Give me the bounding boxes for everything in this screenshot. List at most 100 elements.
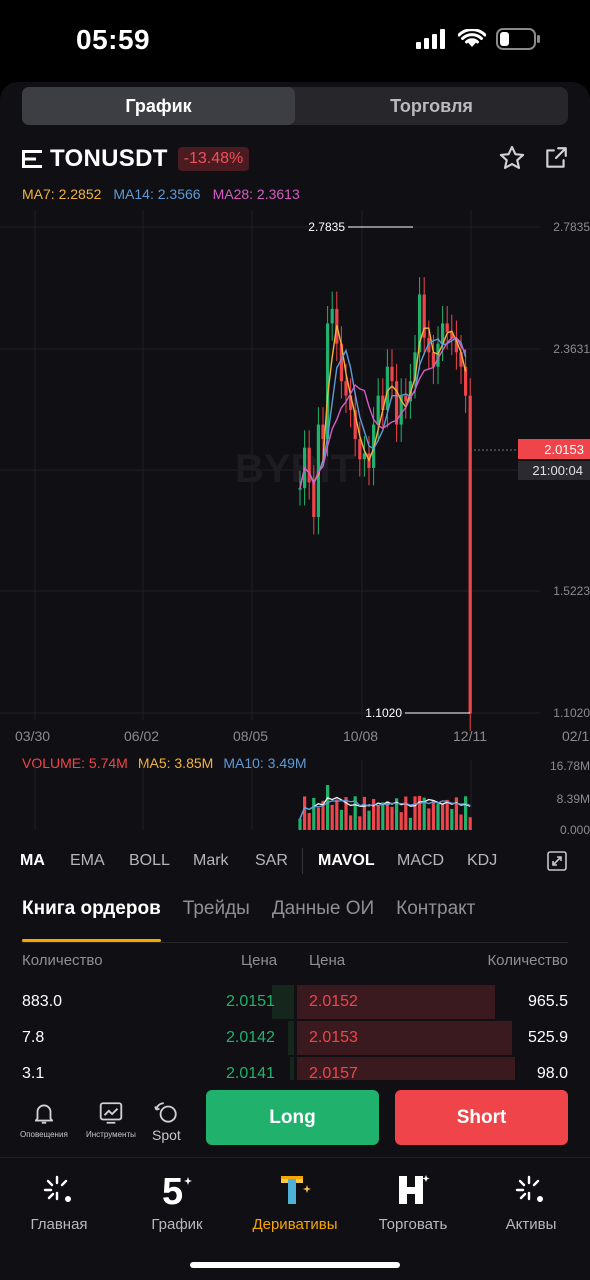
ask-price: 2.0157 (309, 1065, 358, 1080)
indicator-ma[interactable]: MA (20, 852, 45, 869)
nav-label: Торговать (378, 1216, 448, 1233)
tab-trades[interactable]: Трейды (182, 898, 250, 919)
nav-label: Активы (505, 1216, 557, 1233)
view-switcher: График Торговля (22, 87, 568, 125)
indicator-boll[interactable]: BOLL (129, 852, 170, 869)
star-icon[interactable] (498, 144, 526, 172)
nav-derivatives[interactable]: Деривативы (236, 1172, 354, 1233)
candle-body (399, 395, 403, 425)
volume-bar (395, 798, 399, 830)
volume-chart[interactable]: 16.78M 8.39M 0.000 (0, 760, 590, 840)
volume-bar (459, 814, 463, 830)
indicator-kdj[interactable]: KDJ (467, 852, 498, 869)
high-marker: 2.7835 (308, 220, 345, 234)
short-button[interactable]: Short (395, 1090, 568, 1145)
svg-text:5: 5 (162, 1172, 183, 1208)
tab-trade[interactable]: Торговля (390, 95, 473, 116)
ask-depth-bar (297, 1021, 512, 1055)
orderbook-row[interactable]: 3.1 2.0141 2.0157 98.0 (22, 1057, 568, 1080)
volume-bar (454, 797, 458, 830)
candle-body (445, 323, 449, 333)
candle-body (381, 395, 385, 411)
tab-contract[interactable]: Контракт (396, 898, 476, 919)
price-chart[interactable]: BYBIT 2.7835 1.1020 2.0153 21:00:04 2.78… (0, 210, 590, 750)
tools-label: Инструменты (86, 1130, 136, 1139)
volume-bar (436, 803, 440, 830)
indicator-ema[interactable]: EMA (70, 852, 105, 869)
y-tick: 2.7835 (553, 220, 590, 234)
candle-body (436, 343, 440, 367)
tools-chart-icon (99, 1102, 123, 1124)
ma28-label: MA28: 2.3613 (212, 186, 300, 202)
bid-qty-header: Количество (22, 952, 103, 969)
indicator-sar[interactable]: SAR (255, 852, 288, 869)
long-button[interactable]: Long (206, 1090, 379, 1145)
ma7-label: MA7: 2.2852 (22, 186, 102, 202)
tab-chart[interactable]: График (22, 87, 295, 125)
ma-legend: MA7: 2.2852 MA14: 2.3566 MA28: 2.3613 (22, 186, 300, 202)
volume-bar (353, 796, 357, 830)
volume-bar (362, 796, 366, 830)
sparkle-assets-icon (515, 1175, 543, 1202)
ma7-line (299, 325, 467, 489)
alerts-button[interactable]: Оповещения (20, 1100, 68, 1139)
ask-price: 2.0153 (309, 1029, 358, 1046)
ma28-line (299, 337, 467, 489)
volume-bar (339, 809, 343, 830)
nav-chart[interactable]: 5 График (118, 1172, 236, 1233)
indicator-macd[interactable]: MACD (397, 852, 445, 869)
h-icon (399, 1175, 430, 1204)
countdown-box (518, 461, 590, 480)
derivatives-t-icon (281, 1176, 311, 1204)
swap-icon (154, 1102, 178, 1123)
x-tick: 06/02 (124, 728, 160, 744)
nav-label: Деривативы (252, 1216, 338, 1233)
ask-depth-bar (297, 985, 495, 1019)
indicator-mavol[interactable]: MAVOL (318, 852, 375, 869)
five-icon: 5 (162, 1172, 192, 1208)
nav-assets[interactable]: Активы (472, 1172, 590, 1233)
volume-bar (298, 818, 302, 830)
spot-button[interactable]: Spot (152, 1100, 181, 1143)
fullscreen-icon[interactable] (547, 851, 567, 871)
nav-trade[interactable]: Торговать (354, 1172, 472, 1233)
candle-body (390, 366, 394, 382)
volume-bar (422, 797, 426, 830)
tab-orderbook[interactable]: Книга ордеров (22, 898, 161, 942)
tools-button[interactable]: Инструменты (86, 1100, 136, 1139)
candle-body (431, 352, 435, 367)
x-tick: 03/30 (15, 728, 51, 744)
candle-body (459, 352, 463, 367)
volume-bar (358, 816, 362, 830)
volume-bar (431, 800, 435, 830)
volume-bar (307, 813, 311, 830)
chart-watermark: BYBIT (235, 447, 355, 491)
vol-ma10-line (299, 800, 471, 819)
vol-tick: 0.000 (560, 823, 590, 837)
indicator-mark[interactable]: Mark (193, 852, 229, 869)
orderbook-row[interactable]: 883.0 2.0151 2.0152 965.5 (22, 985, 568, 1019)
candle-body (395, 381, 399, 425)
bid-depth-bar (288, 1021, 294, 1055)
menu-icon[interactable] (22, 149, 44, 169)
bottom-nav: Главная 5 График Деривативы Торговать Ак… (0, 1157, 590, 1280)
candle-body (339, 343, 343, 382)
ask-price-header: Цена (309, 952, 346, 969)
volume-legend: VOLUME: 5.74M MA5: 3.85M MA10: 3.49M (22, 755, 307, 771)
orderbook-row[interactable]: 7.8 2.0142 2.0153 525.9 (22, 1021, 568, 1055)
volume-bar (399, 812, 403, 830)
volume-bar (312, 797, 316, 830)
candle-body (450, 332, 454, 338)
volume-bar (404, 796, 408, 830)
volume-bar (385, 801, 389, 830)
ma14-label: MA14: 2.3566 (113, 186, 201, 202)
nav-home[interactable]: Главная (0, 1172, 118, 1233)
symbol-name[interactable]: TONUSDT (50, 145, 168, 172)
tab-oi-data[interactable]: Данные ОИ (271, 898, 375, 919)
bid-qty: 883.0 (22, 993, 63, 1010)
volume-bar (418, 795, 422, 830)
external-link-icon[interactable] (543, 145, 569, 171)
candle-body (413, 352, 417, 382)
ask-qty: 98.0 (536, 1065, 568, 1080)
volume-bar (390, 806, 394, 830)
